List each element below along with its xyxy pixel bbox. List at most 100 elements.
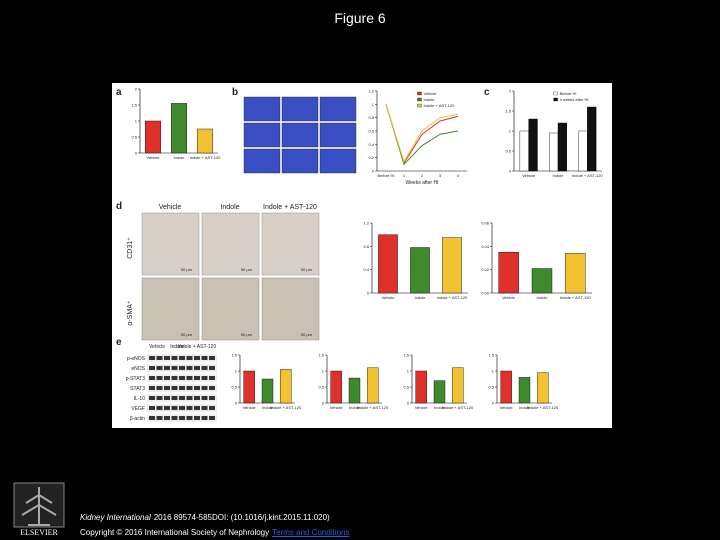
blot-band bbox=[164, 386, 170, 390]
x-tick-label: Indole + AST-120 bbox=[442, 405, 474, 410]
column-label: Vehicle bbox=[159, 204, 182, 211]
blot-band bbox=[171, 396, 178, 400]
blot-row-label: IL-10 bbox=[134, 396, 146, 402]
y-tick-label: 1 bbox=[407, 369, 410, 374]
blot-band bbox=[194, 376, 200, 380]
bar bbox=[410, 247, 430, 294]
x-tick-label: Indole + AST-120 bbox=[527, 405, 559, 410]
blot-row-label: eNOS bbox=[131, 366, 145, 372]
x-tick-label: Indole bbox=[262, 405, 274, 410]
x-tick-label: Vehicle bbox=[330, 405, 344, 410]
blot-band bbox=[149, 356, 155, 360]
bar bbox=[378, 234, 398, 294]
x-tick-label: Indole + AST-120 bbox=[437, 295, 469, 300]
blot-band bbox=[186, 406, 193, 410]
x-tick-label: 2 bbox=[421, 173, 424, 178]
y-tick-label: 0.4 bbox=[363, 267, 369, 272]
blot-band bbox=[164, 416, 170, 420]
bar bbox=[500, 370, 512, 404]
blot-band bbox=[164, 376, 170, 380]
blot-band bbox=[201, 366, 208, 370]
blot-band bbox=[149, 366, 155, 370]
blot-band bbox=[209, 356, 215, 360]
blot-band bbox=[209, 406, 215, 410]
y-tick-label: 0.5 bbox=[488, 385, 494, 390]
x-tick-label: Indole bbox=[174, 155, 186, 160]
y-tick-label: 0.8 bbox=[363, 244, 369, 249]
blot-band bbox=[179, 386, 185, 390]
blot-band bbox=[209, 416, 215, 420]
perfusion-image bbox=[243, 122, 281, 148]
micrograph bbox=[261, 212, 320, 276]
legend-swatch bbox=[417, 103, 422, 108]
column-label: Indole bbox=[220, 204, 239, 211]
blot-band bbox=[201, 376, 208, 380]
micrograph bbox=[201, 212, 260, 276]
y-tick-label: 1 bbox=[492, 369, 495, 374]
y-tick-label: 0.4 bbox=[368, 142, 374, 147]
blot-band bbox=[171, 366, 178, 370]
x-tick-label: Vehicle bbox=[243, 405, 257, 410]
blot-band bbox=[209, 376, 215, 380]
terms-link[interactable]: Terms and Conditions bbox=[272, 528, 350, 537]
y-tick-label: 0.00 bbox=[481, 291, 490, 296]
y-tick-label: 1.5 bbox=[318, 353, 324, 358]
x-axis-label: Weeks after HI bbox=[406, 180, 439, 186]
perfusion-image bbox=[319, 96, 357, 122]
bar bbox=[415, 370, 427, 404]
y-tick-label: 1.2 bbox=[368, 89, 374, 94]
publisher-logo bbox=[13, 482, 65, 528]
blot-band bbox=[194, 366, 200, 370]
blot-band bbox=[149, 416, 155, 420]
bar bbox=[549, 132, 559, 172]
x-tick-label: 4 bbox=[457, 173, 460, 178]
y-tick-label: 0.5 bbox=[505, 149, 511, 154]
blot-band bbox=[186, 396, 193, 400]
y-tick-label: 0 bbox=[235, 401, 238, 406]
perfusion-image bbox=[319, 122, 357, 148]
bar bbox=[557, 122, 568, 172]
blot-band bbox=[156, 356, 163, 360]
blot-row-label: STAT3 bbox=[130, 386, 145, 392]
blot-band bbox=[179, 416, 185, 420]
publisher-name: ELSEVIER bbox=[20, 528, 58, 537]
y-tick-label: 0.02 bbox=[481, 267, 490, 272]
blot-band bbox=[149, 376, 155, 380]
blot-band bbox=[179, 396, 185, 400]
y-tick-label: 1 bbox=[372, 102, 375, 107]
x-tick-label: 3 bbox=[439, 173, 442, 178]
blot-band bbox=[194, 416, 200, 420]
blot-band bbox=[179, 406, 185, 410]
perfusion-image bbox=[243, 148, 281, 174]
x-tick-label: Vehicle bbox=[415, 405, 429, 410]
y-tick-label: 0 bbox=[372, 169, 375, 174]
blot-band bbox=[186, 386, 193, 390]
legend-swatch bbox=[553, 97, 558, 102]
journal: Kidney International bbox=[80, 513, 151, 522]
y-tick-label: 1.5 bbox=[131, 103, 137, 108]
scale-bar-label: 50 μm bbox=[301, 267, 313, 272]
blot-band bbox=[186, 376, 193, 380]
x-tick-label: Indole bbox=[415, 295, 427, 300]
blot-band bbox=[209, 386, 215, 390]
y-tick-label: 0.5 bbox=[403, 385, 409, 390]
panel-label: c bbox=[484, 87, 490, 98]
slide-title: Figure 6 bbox=[334, 10, 386, 26]
row-label: CD31⁺ bbox=[127, 237, 134, 259]
bar bbox=[367, 367, 379, 404]
blot-band bbox=[201, 386, 208, 390]
bar bbox=[498, 251, 519, 294]
line bbox=[385, 104, 459, 163]
copyright-text: Copyright © 2016 International Society o… bbox=[80, 528, 270, 537]
blot-band bbox=[186, 366, 193, 370]
y-tick-label: 0.06 bbox=[481, 221, 490, 226]
y-tick-label: 2 bbox=[135, 87, 138, 92]
blot-band bbox=[164, 366, 170, 370]
y-tick-label: 0.5 bbox=[131, 135, 137, 140]
bar bbox=[452, 367, 464, 404]
blot-band bbox=[171, 356, 178, 360]
column-label: Indole + AST-120 bbox=[263, 204, 317, 211]
scale-bar-label: 50 μm bbox=[181, 332, 193, 337]
